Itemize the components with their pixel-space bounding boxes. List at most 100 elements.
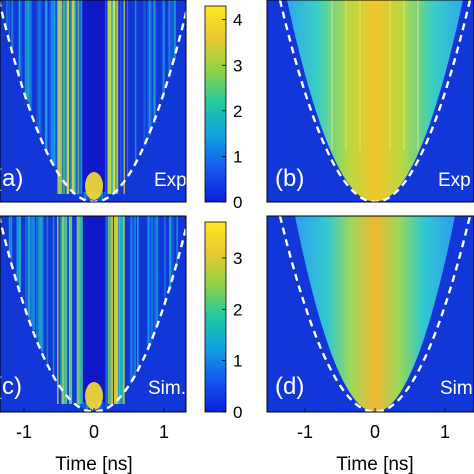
- streak: [156, 216, 158, 328]
- streak: [150, 0, 153, 130]
- streak: [148, 0, 151, 136]
- streak: [41, 216, 44, 353]
- streak: [64, 216, 67, 404]
- streak: [40, 0, 42, 139]
- dark-core: [83, 216, 105, 402]
- panel-c: (c) Sim.: [0, 215, 191, 414]
- streak: [55, 0, 57, 169]
- panel-d-intensity-region: [295, 216, 455, 412]
- streak: [111, 216, 113, 404]
- colorbar-tick-label: 2: [233, 102, 242, 121]
- streak: [25, 0, 28, 97]
- panel-b-corner-text: Exp: [438, 170, 471, 191]
- streak: [36, 0, 38, 128]
- streak: [107, 216, 110, 404]
- panel-b: (b) Exp: [266, 0, 474, 204]
- streak: [24, 0, 27, 94]
- streak: [51, 0, 54, 161]
- streak: [46, 216, 49, 363]
- streak: [119, 216, 122, 404]
- panel-d-x-axis-label: Time [ns]: [336, 454, 413, 474]
- apex-spot: [85, 172, 103, 200]
- streak: [171, 0, 174, 68]
- streak: [37, 216, 39, 344]
- streak: [28, 0, 30, 107]
- streak: [57, 216, 59, 404]
- streak: [11, 0, 14, 49]
- panel-b-streaks: [331, 0, 419, 150]
- panel-c-label: (c): [0, 373, 22, 400]
- x-tick-label: 1: [159, 422, 169, 442]
- streak: [129, 216, 132, 385]
- streak: [49, 0, 52, 158]
- streak: [359, 0, 361, 150]
- streak: [30, 216, 34, 326]
- panel-a-corner-text: Exp.: [154, 170, 192, 191]
- streak: [19, 0, 21, 77]
- streak: [25, 216, 27, 309]
- streak: [19, 216, 21, 290]
- streak: [417, 0, 419, 150]
- streak: [69, 0, 71, 189]
- streak: [69, 216, 72, 404]
- streak: [169, 0, 172, 76]
- streak: [37, 216, 40, 344]
- x-tick-label: 0: [89, 422, 99, 442]
- streak: [389, 0, 391, 150]
- streak: [110, 216, 113, 404]
- streak: [40, 0, 42, 138]
- streak: [114, 216, 116, 404]
- streak: [62, 216, 64, 404]
- panel-b-label: (b): [275, 165, 304, 192]
- streak: [111, 0, 114, 194]
- streak: [21, 0, 23, 84]
- streak: [27, 216, 29, 317]
- streak: [162, 0, 165, 97]
- streak: [67, 216, 70, 397]
- streak: [105, 216, 108, 409]
- x-tick-label: 0: [370, 422, 380, 442]
- dark-core: [83, 0, 105, 192]
- panel-d-x-axis: -1 0 1: [297, 408, 450, 442]
- panel-b-frame: [266, 0, 474, 203]
- streak: [153, 0, 156, 124]
- colorbar-bottom-ticks: 0 1 2 3: [222, 249, 242, 422]
- streak: [121, 216, 123, 404]
- streak: [12, 0, 14, 53]
- streak: [78, 216, 80, 404]
- streak: [112, 0, 116, 194]
- streak: [41, 216, 43, 351]
- panel-b-intensity-region: [287, 0, 463, 202]
- streak: [147, 0, 150, 140]
- panel-a-frame: [0, 0, 187, 203]
- streak: [149, 216, 152, 345]
- streak: [151, 216, 153, 340]
- panel-a: (a) Exp.: [0, 0, 192, 204]
- streak: [8, 0, 10, 38]
- apex-spot: [85, 382, 103, 410]
- streak: [76, 216, 79, 404]
- streak: [168, 0, 170, 79]
- streak: [52, 216, 55, 376]
- streak: [403, 0, 405, 150]
- panel-d: (d) Sim: [266, 215, 474, 414]
- streak: [108, 0, 112, 194]
- streak: [38, 0, 40, 132]
- streak: [52, 0, 55, 164]
- streak: [77, 0, 80, 194]
- streak: [169, 216, 172, 290]
- streak: [74, 0, 77, 194]
- colorbar-tick-label: 2: [233, 300, 242, 319]
- streak: [66, 0, 70, 194]
- streak: [137, 216, 138, 372]
- streak: [176, 216, 178, 265]
- streak: [173, 0, 176, 60]
- streak: [39, 216, 42, 348]
- streak: [130, 216, 133, 384]
- panel-d-envelope: [278, 215, 472, 414]
- streak: [134, 0, 137, 165]
- panel-c-frame: [0, 215, 187, 413]
- streak: [80, 216, 82, 404]
- streak: [172, 216, 174, 279]
